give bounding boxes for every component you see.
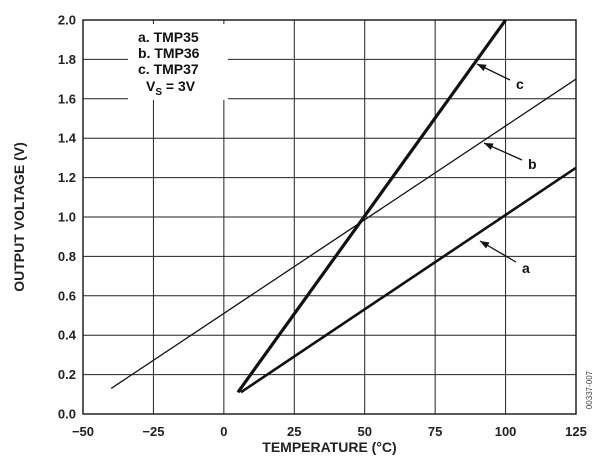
tick-labels: −50 −25 0 25 50 75 100 125 0.0 0.2 0.4 0.6 0.8 1.0 1.2…: [58, 13, 587, 440]
callout-label-c: c: [516, 76, 524, 92]
supply-subscript: S: [155, 87, 162, 98]
x-tick-label-4: 50: [357, 424, 371, 439]
callout-arrowhead-c: [477, 64, 487, 72]
y-tick-label-3: 0.6: [58, 288, 76, 303]
x-axis-title: TEMPERATURE (°C): [262, 439, 396, 455]
legend-supply-voltage: VS = 3V: [146, 78, 196, 98]
supply-value: = 3V: [162, 78, 196, 94]
figure-id: 00337-007: [585, 370, 594, 409]
series-line-a: [240, 166, 577, 394]
series-line-c: [236, 19, 507, 394]
series-group: [110, 19, 577, 394]
y-tick-label-7: 1.4: [58, 131, 77, 146]
x-tick-label-2: 0: [220, 424, 227, 439]
callouts: a b c: [476, 63, 537, 276]
plot-frame: [82, 19, 577, 415]
legend-entry-b: b. TMP36: [138, 45, 200, 61]
callout-label-a: a: [522, 260, 530, 276]
y-axis-title: OUTPUT VOLTAGE (V): [11, 142, 27, 292]
y-tick-label-5: 1.0: [58, 210, 76, 225]
x-tick-label-5: 75: [428, 424, 442, 439]
y-tick-label-8: 1.6: [58, 91, 76, 106]
x-tick-label-0: −50: [72, 424, 94, 439]
x-tick-label-1: −25: [142, 424, 164, 439]
x-tick-label-3: 25: [287, 424, 301, 439]
legend-entry-a: a. TMP35: [138, 29, 199, 45]
callout-arrowhead-b: [484, 143, 494, 150]
callout-arrowhead-a: [480, 241, 490, 249]
y-tick-label-6: 1.2: [58, 170, 76, 185]
legend-background: [128, 24, 228, 100]
x-tick-label-6: 100: [495, 424, 517, 439]
callout-label-b: b: [528, 156, 537, 172]
y-tick-label-9: 1.8: [58, 52, 76, 67]
legend: a. TMP35 b. TMP36 c. TMP37 VS = 3V: [128, 24, 228, 100]
grid: [82, 19, 577, 415]
y-tick-label-0: 0.0: [58, 407, 76, 422]
y-tick-label-4: 0.8: [58, 249, 76, 264]
y-tick-label-1: 0.2: [58, 367, 76, 382]
supply-symbol: V: [146, 78, 156, 94]
y-tick-label-10: 2.0: [58, 13, 76, 28]
y-tick-label-2: 0.4: [58, 328, 77, 343]
series-line-b: [110, 78, 577, 389]
x-tick-label-7: 125: [565, 424, 587, 439]
legend-entry-c: c. TMP37: [138, 61, 199, 77]
